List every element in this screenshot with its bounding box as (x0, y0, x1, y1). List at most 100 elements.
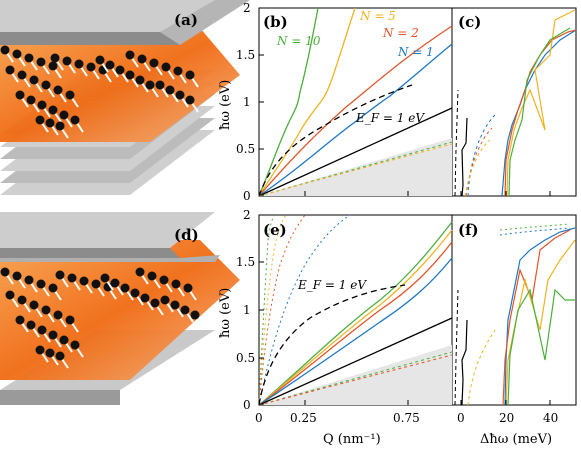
panel-label-d: (d) (174, 226, 199, 244)
y-axis-label-top: ħω (eV) (218, 80, 233, 130)
x-tick: 0 (457, 411, 465, 425)
schematic-d: (d) (0, 212, 240, 405)
y-tick: 1 (243, 95, 251, 109)
atom (36, 57, 46, 67)
light-cone-e (259, 345, 452, 405)
atom (48, 330, 58, 340)
atom (35, 345, 45, 355)
x-tick: 40 (543, 411, 558, 425)
atom (100, 273, 110, 283)
atom (29, 75, 39, 85)
y-tick: 2 (243, 208, 251, 222)
atom (37, 100, 47, 110)
plot-area (258, 7, 577, 406)
atom (15, 315, 25, 325)
atom (175, 90, 185, 100)
curve-dashed-ef (258, 84, 413, 197)
atom (91, 279, 101, 289)
atom (5, 65, 15, 75)
atom (125, 50, 135, 60)
atom (37, 325, 47, 335)
panel-label-a: (a) (174, 11, 198, 29)
atom (185, 70, 195, 80)
atom (35, 115, 45, 125)
atom (70, 115, 80, 125)
panel-label-f: (f) (458, 221, 479, 239)
curve-n10 (258, 7, 319, 197)
y-tick: 0 (243, 398, 251, 412)
y-tick: 2 (243, 1, 251, 15)
y-tick: 0.5 (236, 142, 255, 156)
atom (50, 53, 60, 63)
x-tick: 0.75 (393, 411, 420, 425)
atom (0, 267, 10, 277)
atom (65, 90, 75, 100)
atom (48, 61, 58, 71)
atom (183, 283, 193, 293)
atom (135, 267, 145, 277)
atom (59, 335, 69, 345)
atom (26, 95, 36, 105)
atom (160, 295, 170, 305)
atom (41, 80, 51, 90)
atom (17, 70, 27, 80)
atom (155, 80, 165, 90)
atom (53, 310, 63, 320)
atom (41, 305, 51, 315)
annotation-n5: N = 5 (359, 9, 396, 23)
y-tick: 1.5 (236, 48, 255, 62)
atom (70, 340, 80, 350)
atom (48, 105, 58, 115)
atom (55, 270, 65, 280)
atom (180, 305, 190, 315)
atom (145, 80, 155, 90)
atom-chains-d (0, 267, 204, 369)
atom (170, 300, 180, 310)
curves-b (258, 7, 453, 197)
atom (45, 348, 55, 358)
annotation-ef-bottom: E_F = 1 eV (297, 278, 367, 292)
atom (120, 283, 130, 293)
panel-label-b: (b) (263, 13, 288, 31)
atom (26, 320, 36, 330)
atom (110, 278, 120, 288)
curves-c (454, 9, 577, 197)
atom (53, 85, 63, 95)
atom (173, 66, 183, 76)
atom (171, 279, 181, 289)
atom (137, 54, 147, 64)
atom (161, 62, 171, 72)
atom (86, 62, 96, 72)
curve-c-n5 (506, 9, 576, 197)
atom (165, 85, 175, 95)
atom (17, 295, 27, 305)
y-axis-label-bottom: ħω (eV) (218, 288, 233, 338)
schematic-a: (a) (0, 0, 250, 195)
atom (190, 310, 200, 320)
atom (65, 315, 75, 325)
atom (5, 290, 15, 300)
atom (135, 75, 145, 85)
top-slab (0, 0, 250, 45)
x-tick: 20 (499, 411, 514, 425)
atom (24, 53, 34, 63)
atom (105, 60, 115, 70)
annotation-n2: N = 2 (382, 26, 419, 40)
atom (125, 70, 135, 80)
atom (150, 298, 160, 308)
curves-f (454, 223, 576, 406)
x-tick: 0.25 (290, 411, 317, 425)
curve-c-n10 (508, 27, 571, 197)
atom-chains-a (0, 45, 199, 139)
curve-n5 (258, 7, 356, 197)
atom (29, 300, 39, 310)
atom (147, 271, 157, 281)
y-tick: 0.5 (236, 351, 255, 365)
atom (149, 58, 159, 68)
atom (45, 118, 55, 128)
atom (48, 283, 58, 293)
atom (62, 56, 72, 66)
atom (0, 45, 10, 55)
y-tick: 0 (243, 189, 251, 203)
atom (36, 279, 46, 289)
